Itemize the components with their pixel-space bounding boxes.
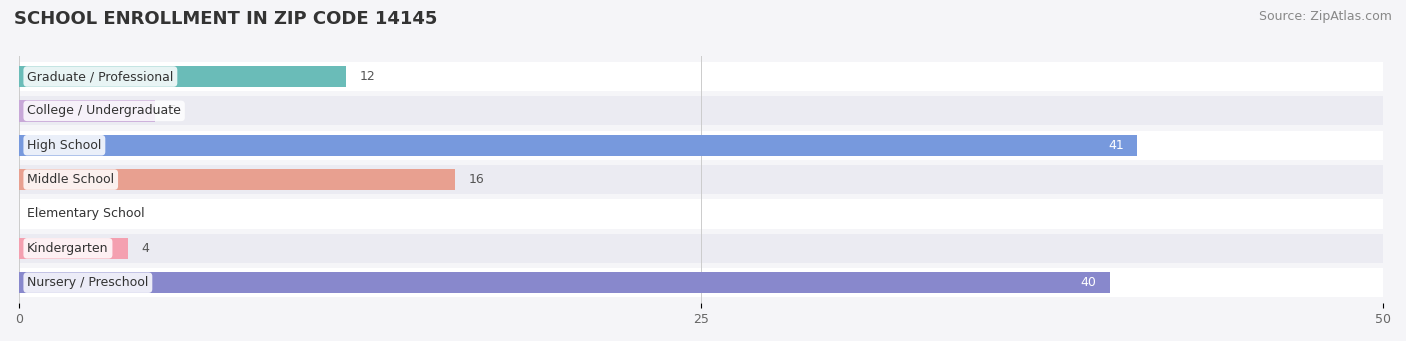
- Bar: [20, 199, 1384, 228]
- Text: Kindergarten: Kindergarten: [27, 242, 108, 255]
- Bar: [20, 66, 346, 87]
- Text: College / Undergraduate: College / Undergraduate: [27, 104, 181, 117]
- Text: 12: 12: [360, 70, 375, 83]
- Bar: [20, 100, 156, 121]
- Bar: [20, 238, 128, 259]
- Text: 41: 41: [1108, 139, 1123, 152]
- Text: 40: 40: [1081, 276, 1097, 289]
- Bar: [20, 268, 1384, 297]
- Text: Elementary School: Elementary School: [27, 207, 145, 220]
- Bar: [20, 272, 1111, 293]
- Text: High School: High School: [27, 139, 101, 152]
- Text: Nursery / Preschool: Nursery / Preschool: [27, 276, 149, 289]
- Bar: [20, 135, 1137, 156]
- Bar: [20, 62, 1384, 91]
- Text: 16: 16: [470, 173, 485, 186]
- Text: 0: 0: [32, 207, 41, 220]
- Text: 5: 5: [169, 104, 177, 117]
- Text: SCHOOL ENROLLMENT IN ZIP CODE 14145: SCHOOL ENROLLMENT IN ZIP CODE 14145: [14, 10, 437, 28]
- Text: 4: 4: [142, 242, 149, 255]
- Bar: [20, 169, 456, 190]
- Text: Graduate / Professional: Graduate / Professional: [27, 70, 173, 83]
- Bar: [20, 131, 1384, 160]
- Text: Source: ZipAtlas.com: Source: ZipAtlas.com: [1258, 10, 1392, 23]
- Text: Middle School: Middle School: [27, 173, 114, 186]
- Bar: [20, 234, 1384, 263]
- Bar: [20, 96, 1384, 125]
- Bar: [20, 165, 1384, 194]
